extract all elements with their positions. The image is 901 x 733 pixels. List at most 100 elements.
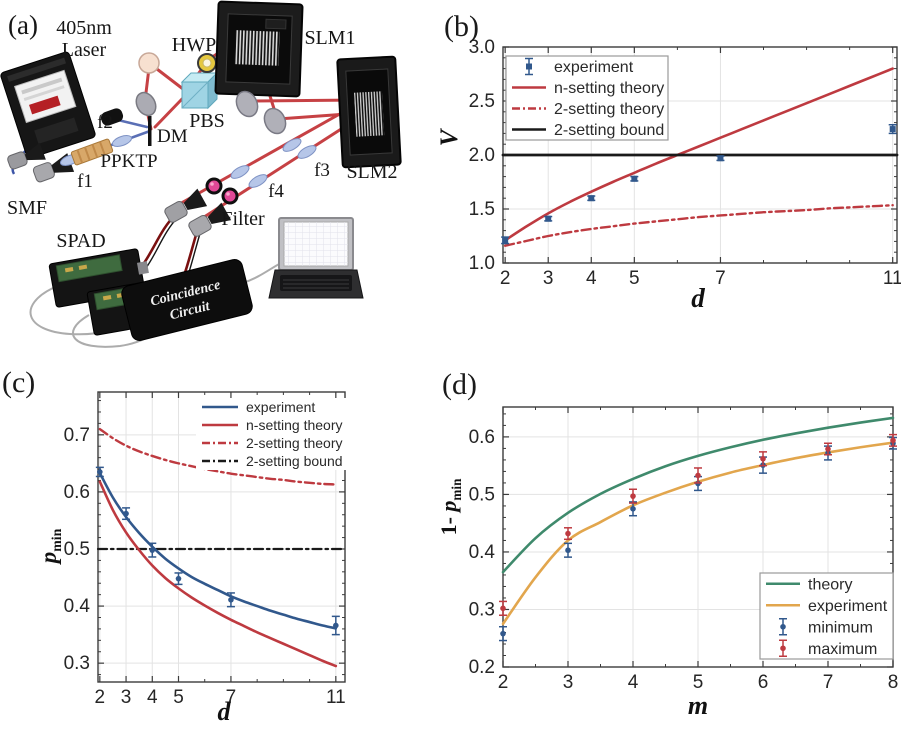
axis-box bbox=[502, 406, 894, 668]
series-experiment bbox=[98, 471, 338, 630]
svg-text:4: 4 bbox=[147, 687, 158, 708]
svg-text:0.7: 0.7 bbox=[64, 425, 90, 446]
legend-label: 2-setting theory bbox=[246, 435, 343, 451]
relay-mirror bbox=[235, 90, 287, 135]
interference-filter bbox=[205, 177, 239, 205]
pbs-cube bbox=[180, 71, 219, 110]
f4-label: f4 bbox=[268, 181, 284, 202]
panel-b-visibility-chart: 2 3 4 5 7 11 1.0 1.5 2.0 2.5 3.0 experiment n-settin… bbox=[440, 10, 901, 313]
svg-text:3: 3 bbox=[563, 672, 574, 693]
svg-text:2: 2 bbox=[95, 687, 106, 708]
y-axis-label: 1- pmin bbox=[436, 478, 464, 535]
panel-c-pmin-chart: 2 3 4 5 7 11 0.3 0.4 0.5 0.6 0.7 experiment n-settin… bbox=[2, 366, 347, 726]
legend: experiment n-setting theory 2-setting theo… bbox=[505, 55, 669, 141]
legend-label: experiment bbox=[246, 399, 315, 415]
slm1-label: SLM1 bbox=[304, 27, 355, 49]
panel-a-label: (a) bbox=[8, 10, 38, 40]
panel-label: (c) bbox=[2, 366, 35, 399]
series-2-setting-theory bbox=[503, 204, 894, 247]
svg-text:3.0: 3.0 bbox=[469, 37, 495, 58]
beam-dump bbox=[100, 108, 124, 126]
svg-text:11: 11 bbox=[883, 268, 901, 289]
svg-text:V: V bbox=[440, 127, 463, 146]
y-axis-tick-labels: 0.3 0.4 0.5 0.6 0.7 bbox=[64, 425, 91, 674]
collection-coupler bbox=[164, 188, 232, 237]
legend-errorbar-sample bbox=[779, 639, 787, 657]
axis-box bbox=[97, 391, 346, 683]
diagram-labels: (a) 405nm Laser HWP SLM1 SLM2 PBS f2 DM … bbox=[7, 10, 398, 252]
legend-label: 2-setting theory bbox=[554, 101, 664, 118]
hwp-plate bbox=[197, 53, 217, 73]
laptop bbox=[268, 217, 364, 299]
laser-label-line2: Laser bbox=[62, 39, 107, 61]
legend-label: experiment bbox=[808, 598, 888, 615]
laser-box bbox=[0, 51, 96, 159]
legend-label: maximum bbox=[808, 641, 877, 658]
f3-label: f3 bbox=[314, 160, 330, 181]
y-axis-label: V bbox=[440, 127, 463, 146]
svg-text:7: 7 bbox=[226, 687, 237, 708]
svg-text:5: 5 bbox=[629, 268, 640, 289]
legend-errorbar-sample bbox=[525, 57, 533, 76]
slm2-label: SLM2 bbox=[346, 161, 397, 183]
ppktp-label: PPKTP bbox=[100, 151, 157, 172]
x-axis-label: m bbox=[688, 691, 708, 720]
svg-text:0.5: 0.5 bbox=[469, 484, 495, 505]
lens-f4 bbox=[230, 165, 268, 188]
legend-label: experiment bbox=[554, 59, 634, 76]
dichroic-mirror bbox=[148, 116, 152, 146]
dm-label: DM bbox=[157, 126, 188, 147]
svg-text:0.6: 0.6 bbox=[469, 427, 495, 448]
legend-label: n-setting theory bbox=[554, 80, 664, 97]
lens-f3 bbox=[282, 138, 317, 159]
legend-errorbar-sample bbox=[779, 618, 787, 636]
pump-mirror bbox=[135, 52, 160, 117]
svg-text:1.0: 1.0 bbox=[469, 253, 495, 274]
pbs-label: PBS bbox=[189, 110, 225, 132]
svg-text:0.5: 0.5 bbox=[64, 539, 90, 560]
svg-text:0.3: 0.3 bbox=[64, 653, 90, 674]
panel-label: (b) bbox=[444, 10, 479, 43]
series-experiment bbox=[501, 124, 897, 245]
svg-text:8: 8 bbox=[888, 672, 899, 693]
smf-coupler bbox=[7, 142, 75, 183]
x-axis-tick-labels: 2 3 4 5 7 11 bbox=[95, 687, 346, 708]
hwp-label: HWP bbox=[172, 34, 216, 56]
svg-text:1.5: 1.5 bbox=[469, 199, 495, 220]
filter-label: Filter bbox=[221, 208, 265, 230]
plot-b: 2 3 4 5 7 11 1.0 1.5 2.0 2.5 3.0 experiment n-settin… bbox=[440, 37, 901, 313]
legend-label: n-setting theory bbox=[246, 417, 343, 433]
svg-text:4: 4 bbox=[586, 268, 597, 289]
svg-text:0.2: 0.2 bbox=[469, 657, 495, 678]
svg-text:1- pmin: 1- pmin bbox=[436, 478, 464, 535]
series-n-setting-theory bbox=[503, 67, 894, 242]
svg-text:0.3: 0.3 bbox=[469, 599, 495, 620]
legend-label: theory bbox=[808, 576, 852, 593]
coincidence-circuit: Coincidence Circuit bbox=[121, 259, 253, 341]
slm1-panel bbox=[214, 0, 304, 98]
svg-text:5: 5 bbox=[693, 672, 704, 693]
svg-text:3: 3 bbox=[121, 687, 132, 708]
laser-label-line1: 405nm bbox=[56, 17, 112, 39]
plot-d: 2 3 4 5 6 7 8 0.2 0.3 0.4 0.5 0.6 theory experiment mi… bbox=[436, 406, 899, 720]
plot-c: 2 3 4 5 7 11 0.3 0.4 0.5 0.6 0.7 experiment n-settin… bbox=[36, 391, 347, 726]
series-experiment-data bbox=[95, 466, 340, 636]
panel-d-one-minus-pmin-chart: 2 3 4 5 6 7 8 0.2 0.3 0.4 0.5 0.6 theory experiment mi… bbox=[436, 368, 899, 720]
legend-label: 2-setting bound bbox=[246, 453, 343, 469]
ppktp-crystal bbox=[70, 138, 114, 166]
lens-f2 bbox=[111, 135, 133, 147]
svg-text:0.4: 0.4 bbox=[469, 542, 496, 563]
series-2-setting-theory bbox=[98, 427, 338, 486]
f2-label: f2 bbox=[97, 112, 113, 133]
svg-text:7: 7 bbox=[715, 268, 726, 289]
svg-text:7: 7 bbox=[823, 672, 834, 693]
svg-text:11: 11 bbox=[326, 687, 346, 708]
svg-text:6: 6 bbox=[758, 672, 769, 693]
svg-text:pmin: pmin bbox=[36, 528, 64, 565]
svg-text:5: 5 bbox=[173, 687, 184, 708]
svg-text:2.0: 2.0 bbox=[469, 145, 495, 166]
smf-label: SMF bbox=[7, 197, 47, 219]
svg-text:0.4: 0.4 bbox=[64, 596, 91, 617]
legend-label: 2-setting bound bbox=[554, 122, 664, 139]
